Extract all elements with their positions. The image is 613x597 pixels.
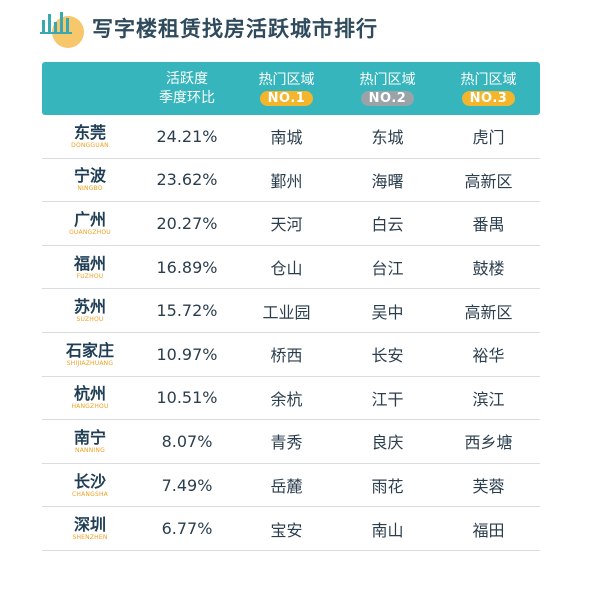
zone1-cell: 天河 — [270, 215, 303, 235]
city-pinyin: SHENZHEN — [72, 534, 108, 542]
city-cell: 福州 FUZHOU — [42, 254, 138, 281]
rate-cell: 7.49% — [161, 475, 213, 495]
header-zone2-cell: 热门区域 NO.2 — [337, 71, 438, 106]
zone1-cell: 青秀 — [270, 433, 303, 453]
table-row: 杭州 HANGZHOU 10.51% 余杭 江干 滨江 — [42, 377, 540, 421]
zone3-cell: 虎门 — [472, 128, 505, 148]
city-pinyin: FUZHOU — [76, 272, 104, 280]
city-pinyin: NINGBO — [77, 185, 103, 193]
table-row: 长沙 CHANGSHA 7.49% 岳麓 雨花 芙蓉 — [42, 464, 540, 508]
table-row: 宁波 NINGBO 23.62% 鄞州 海曙 高新区 — [42, 159, 540, 203]
rate-cell: 24.21% — [156, 126, 218, 146]
city-pinyin: GUANGZHOU — [69, 228, 111, 236]
city-pinyin: HANGZHOU — [71, 403, 109, 411]
rate-cell: 23.62% — [156, 170, 218, 190]
zone2-cell: 台江 — [371, 259, 404, 279]
zone1-cell: 桥西 — [270, 346, 303, 366]
zone1-cell: 鄞州 — [270, 171, 303, 191]
zone2-cell: 海曙 — [371, 171, 404, 191]
header-rate-sublabel: 季度环比 — [159, 89, 215, 106]
zone2-cell: 江干 — [371, 389, 404, 409]
city-name: 东莞 — [73, 122, 106, 142]
city-name: 宁波 — [73, 166, 106, 186]
rate-cell: 6.77% — [161, 519, 213, 539]
table-row: 苏州 SUZHOU 15.72% 工业园 吴中 高新区 — [42, 289, 540, 333]
zone3-cell: 高新区 — [464, 302, 513, 322]
city-cell: 石家庄 SHIJIAZHUANG — [42, 341, 138, 368]
city-cell: 宁波 NINGBO — [42, 166, 138, 193]
city-name: 杭州 — [73, 384, 106, 404]
page-header: 写字楼租赁找房活跃城市排行 — [0, 0, 613, 60]
header-zone1-cell: 热门区域 NO.1 — [236, 71, 337, 106]
zone3-cell: 滨江 — [472, 389, 505, 409]
zone3-cell: 福田 — [472, 520, 505, 540]
zone1-cell: 岳麓 — [270, 477, 303, 497]
zone3-cell: 番禺 — [472, 215, 505, 235]
city-cell: 杭州 HANGZHOU — [42, 384, 138, 411]
table-row: 东莞 DONGGUAN 24.21% 南城 东城 虎门 — [42, 115, 540, 159]
zone1-cell: 宝安 — [270, 520, 303, 540]
zone3-cell: 西乡塘 — [464, 433, 513, 453]
zone3-cell: 高新区 — [464, 171, 513, 191]
header-zone1-label: 热门区域 — [258, 72, 315, 88]
city-cell: 苏州 SUZHOU — [42, 297, 138, 324]
header-zone3-badge: NO.3 — [461, 91, 516, 106]
header-rate-label: 活跃度 — [166, 70, 208, 87]
zone1-cell: 余杭 — [270, 389, 303, 409]
table-header: 活跃度 季度环比 热门区域 NO.1 热门区域 NO.2 热门区域 NO.3 — [42, 62, 540, 115]
zone3-cell: 芙蓉 — [472, 477, 505, 497]
ranking-table: 活跃度 季度环比 热门区域 NO.1 热门区域 NO.2 热门区域 NO.3 东… — [42, 62, 540, 551]
zone2-cell: 白云 — [371, 215, 404, 235]
rate-cell: 15.72% — [156, 301, 218, 321]
header-zone2-label: 热门区域 — [359, 72, 416, 88]
zone3-cell: 裕华 — [472, 346, 505, 366]
city-name: 福州 — [73, 253, 106, 273]
zone2-cell: 长安 — [371, 346, 404, 366]
city-pinyin: NANNING — [75, 446, 105, 454]
table-body: 东莞 DONGGUAN 24.21% 南城 东城 虎门 宁波 NINGBO 23.6… — [42, 115, 540, 551]
zone1-cell: 仓山 — [270, 259, 303, 279]
zone2-cell: 吴中 — [371, 302, 404, 322]
header-zone1-badge: NO.1 — [259, 91, 314, 106]
zone2-cell: 东城 — [371, 128, 404, 148]
rate-cell: 10.97% — [156, 344, 218, 364]
table-row: 深圳 SHENZHEN 6.77% 宝安 南山 福田 — [42, 507, 540, 551]
city-pinyin: SUZHOU — [76, 316, 104, 324]
city-name: 深圳 — [73, 515, 106, 535]
city-name: 石家庄 — [65, 340, 114, 360]
header-zone2-badge: NO.2 — [360, 91, 415, 106]
city-cell: 长沙 CHANGSHA — [42, 472, 138, 499]
city-name: 苏州 — [73, 297, 106, 317]
page-title: 写字楼租赁找房活跃城市排行 — [92, 17, 378, 41]
table-row: 福州 FUZHOU 16.89% 仓山 台江 鼓楼 — [42, 246, 540, 290]
header-zone3-label: 热门区域 — [460, 72, 517, 88]
city-cell: 深圳 SHENZHEN — [42, 515, 138, 542]
city-pinyin: DONGGUAN — [71, 141, 109, 149]
zone2-cell: 良庆 — [371, 433, 404, 453]
rate-cell: 8.07% — [161, 431, 213, 451]
city-cell: 广州 GUANGZHOU — [42, 210, 138, 237]
header-zone3-cell: 热门区域 NO.3 — [438, 71, 539, 106]
city-pinyin: SHIJIAZHUANG — [66, 359, 114, 367]
zone2-cell: 南山 — [371, 520, 404, 540]
table-row: 石家庄 SHIJIAZHUANG 10.97% 桥西 长安 裕华 — [42, 333, 540, 377]
rate-cell: 10.51% — [156, 388, 218, 408]
header-rate-cell: 活跃度 季度环比 — [138, 70, 236, 108]
city-pinyin: CHANGSHA — [72, 490, 108, 498]
table-row: 南宁 NANNING 8.07% 青秀 良庆 西乡塘 — [42, 420, 540, 464]
city-cell: 南宁 NANNING — [42, 428, 138, 455]
rate-cell: 20.27% — [156, 213, 218, 233]
table-row: 广州 GUANGZHOU 20.27% 天河 白云 番禺 — [42, 202, 540, 246]
city-name: 长沙 — [73, 471, 106, 491]
city-cell: 东莞 DONGGUAN — [42, 123, 138, 150]
city-name: 南宁 — [73, 427, 106, 447]
city-name: 广州 — [73, 209, 106, 229]
zone1-cell: 工业园 — [262, 302, 311, 322]
rate-cell: 16.89% — [156, 257, 218, 277]
bar-chart-logo-icon — [40, 12, 72, 34]
zone1-cell: 南城 — [270, 128, 303, 148]
zone3-cell: 鼓楼 — [472, 259, 505, 279]
zone2-cell: 雨花 — [371, 477, 404, 497]
